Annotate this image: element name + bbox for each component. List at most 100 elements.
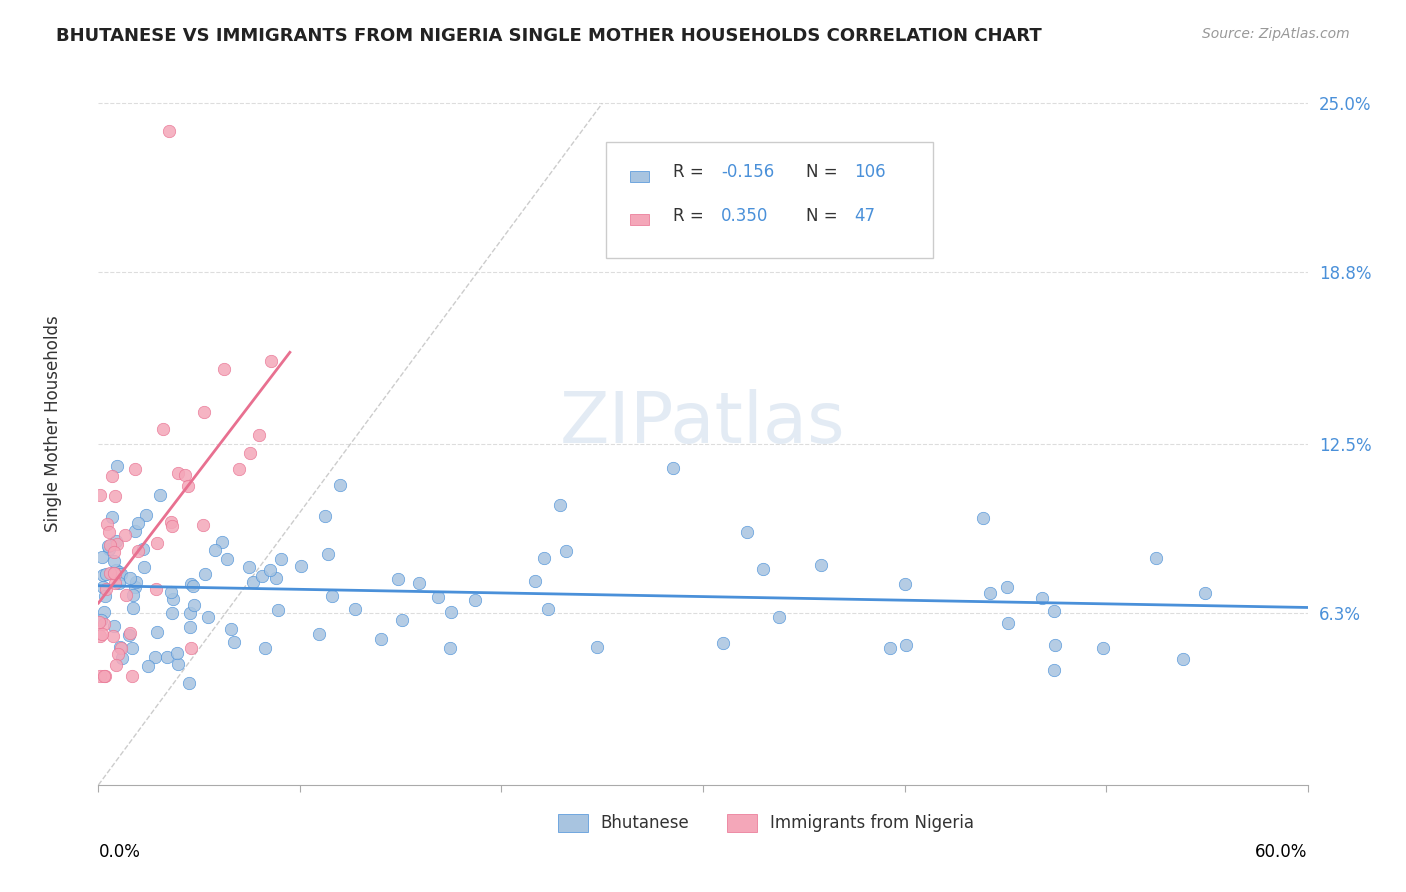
Bhutanese bbox=[104, 534, 127, 549]
Bhutanese bbox=[253, 640, 276, 655]
Bhutanese bbox=[162, 592, 184, 607]
Immigrants from Nigeria bbox=[247, 427, 270, 442]
Bhutanese bbox=[97, 542, 120, 557]
Bhutanese bbox=[662, 461, 685, 475]
FancyBboxPatch shape bbox=[558, 814, 588, 832]
Text: N =: N = bbox=[806, 207, 842, 225]
Immigrants from Nigeria bbox=[110, 641, 132, 656]
Bhutanese bbox=[103, 618, 125, 632]
Immigrants from Nigeria bbox=[101, 469, 124, 483]
Bhutanese bbox=[222, 635, 245, 649]
Bhutanese bbox=[156, 649, 179, 664]
Bhutanese bbox=[204, 543, 226, 558]
Immigrants from Nigeria bbox=[90, 627, 112, 641]
Immigrants from Nigeria bbox=[104, 567, 127, 582]
Bhutanese bbox=[370, 632, 392, 646]
Bhutanese bbox=[408, 576, 430, 591]
Text: -0.156: -0.156 bbox=[721, 163, 775, 181]
Bhutanese bbox=[104, 563, 127, 577]
Bhutanese bbox=[1031, 591, 1053, 605]
Bhutanese bbox=[270, 551, 292, 566]
Immigrants from Nigeria bbox=[96, 517, 118, 532]
Immigrants from Nigeria bbox=[174, 467, 197, 482]
Bhutanese bbox=[97, 539, 120, 553]
Bhutanese bbox=[391, 613, 413, 627]
Immigrants from Nigeria bbox=[121, 669, 143, 683]
Bhutanese bbox=[160, 584, 183, 599]
Immigrants from Nigeria bbox=[160, 515, 183, 529]
Bhutanese bbox=[110, 640, 132, 654]
Bhutanese bbox=[194, 567, 217, 582]
Bhutanese bbox=[124, 524, 146, 538]
Bhutanese bbox=[183, 599, 205, 613]
Bhutanese bbox=[1043, 663, 1066, 677]
Bhutanese bbox=[136, 659, 159, 673]
Immigrants from Nigeria bbox=[103, 544, 125, 558]
Immigrants from Nigeria bbox=[98, 566, 121, 580]
Text: Source: ZipAtlas.com: Source: ZipAtlas.com bbox=[1202, 27, 1350, 41]
Bhutanese bbox=[427, 590, 450, 604]
Immigrants from Nigeria bbox=[94, 582, 117, 596]
Bhutanese bbox=[894, 638, 917, 652]
Bhutanese bbox=[166, 646, 188, 660]
Bhutanese bbox=[134, 560, 156, 574]
Bhutanese bbox=[135, 508, 157, 522]
Immigrants from Nigeria bbox=[93, 617, 115, 632]
Immigrants from Nigeria bbox=[167, 466, 190, 480]
Bhutanese bbox=[387, 572, 409, 586]
Immigrants from Nigeria bbox=[160, 518, 183, 533]
Bhutanese bbox=[308, 627, 330, 641]
Immigrants from Nigeria bbox=[157, 123, 180, 137]
Bhutanese bbox=[321, 589, 343, 603]
Bhutanese bbox=[124, 580, 146, 594]
Bhutanese bbox=[464, 592, 486, 607]
Bhutanese bbox=[995, 580, 1018, 594]
Bhutanese bbox=[107, 565, 129, 579]
Immigrants from Nigeria bbox=[101, 629, 124, 643]
FancyBboxPatch shape bbox=[630, 170, 650, 182]
Text: 0.350: 0.350 bbox=[721, 207, 769, 225]
Bhutanese bbox=[1194, 585, 1216, 599]
Bhutanese bbox=[177, 675, 200, 690]
Text: 60.0%: 60.0% bbox=[1256, 843, 1308, 861]
Bhutanese bbox=[105, 458, 128, 473]
Bhutanese bbox=[290, 559, 312, 574]
Text: Single Mother Households: Single Mother Households bbox=[44, 316, 62, 532]
Bhutanese bbox=[122, 588, 145, 602]
Immigrants from Nigeria bbox=[114, 527, 136, 541]
Bhutanese bbox=[979, 586, 1001, 600]
Immigrants from Nigeria bbox=[104, 576, 127, 591]
Bhutanese bbox=[179, 606, 201, 620]
Bhutanese bbox=[440, 605, 463, 619]
Bhutanese bbox=[121, 640, 143, 655]
Immigrants from Nigeria bbox=[94, 669, 117, 683]
Immigrants from Nigeria bbox=[98, 538, 121, 552]
Bhutanese bbox=[100, 510, 122, 524]
Bhutanese bbox=[972, 511, 994, 525]
Immigrants from Nigeria bbox=[118, 625, 141, 640]
Bhutanese bbox=[810, 558, 832, 572]
FancyBboxPatch shape bbox=[606, 142, 932, 258]
Immigrants from Nigeria bbox=[260, 354, 283, 368]
Bhutanese bbox=[548, 498, 571, 512]
Immigrants from Nigeria bbox=[239, 446, 262, 460]
Immigrants from Nigeria bbox=[193, 405, 215, 419]
Immigrants from Nigeria bbox=[127, 544, 149, 558]
Bhutanese bbox=[711, 636, 734, 650]
Bhutanese bbox=[197, 609, 219, 624]
Bhutanese bbox=[259, 563, 281, 577]
Bhutanese bbox=[768, 610, 790, 624]
Bhutanese bbox=[91, 580, 114, 594]
Text: R =: R = bbox=[672, 207, 709, 225]
Bhutanese bbox=[533, 550, 555, 565]
Bhutanese bbox=[127, 516, 149, 530]
Immigrants from Nigeria bbox=[180, 640, 202, 655]
Immigrants from Nigeria bbox=[93, 669, 115, 683]
Immigrants from Nigeria bbox=[89, 488, 111, 502]
Text: N =: N = bbox=[806, 163, 842, 181]
Bhutanese bbox=[1171, 652, 1194, 666]
Bhutanese bbox=[120, 571, 142, 585]
Immigrants from Nigeria bbox=[103, 566, 125, 581]
Bhutanese bbox=[111, 651, 134, 665]
Bhutanese bbox=[1144, 550, 1167, 565]
